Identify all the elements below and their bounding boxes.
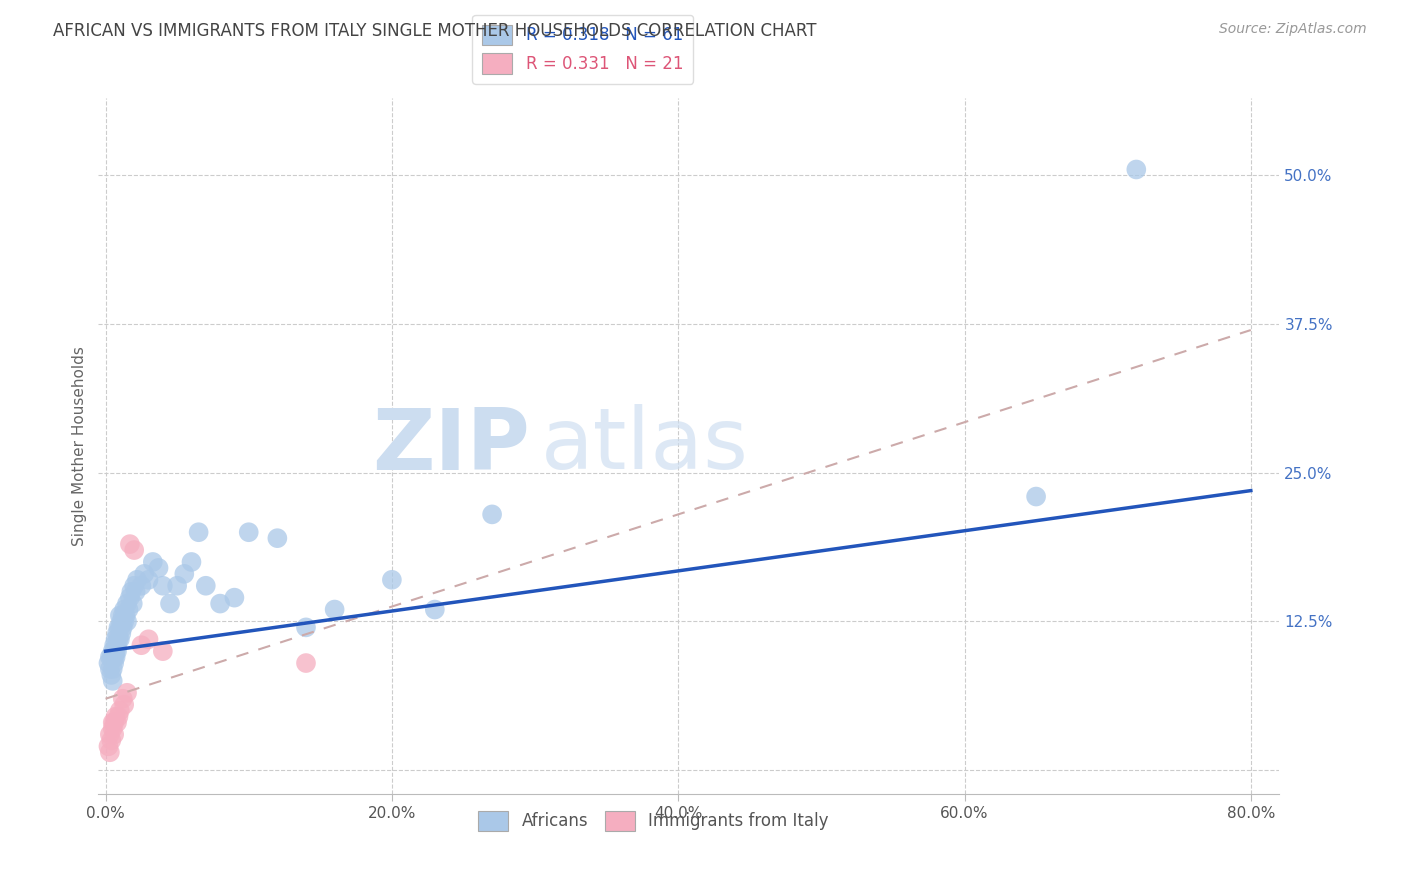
Point bbox=[98, 650, 121, 665]
Point bbox=[97, 656, 120, 670]
Point bbox=[112, 698, 135, 712]
Point bbox=[180, 555, 202, 569]
Point bbox=[481, 508, 503, 522]
Y-axis label: Single Mother Households: Single Mother Households bbox=[72, 346, 87, 546]
Point bbox=[97, 739, 120, 754]
Point bbox=[120, 584, 142, 599]
Point bbox=[108, 704, 131, 718]
Point bbox=[423, 602, 446, 616]
Legend: Africans, Immigrants from Italy: Africans, Immigrants from Italy bbox=[471, 804, 835, 838]
Point bbox=[238, 525, 260, 540]
Point bbox=[194, 579, 217, 593]
Point bbox=[118, 591, 141, 605]
Point bbox=[323, 602, 346, 616]
Point bbox=[98, 727, 121, 741]
Point bbox=[1125, 162, 1147, 177]
Point bbox=[125, 573, 148, 587]
Point bbox=[173, 566, 195, 581]
Point bbox=[295, 656, 318, 670]
Point bbox=[103, 650, 125, 665]
Point bbox=[152, 579, 174, 593]
Point bbox=[114, 608, 136, 623]
Point bbox=[104, 650, 127, 665]
Point bbox=[112, 602, 135, 616]
Point bbox=[122, 579, 145, 593]
Point bbox=[101, 715, 124, 730]
Point bbox=[121, 597, 143, 611]
Point bbox=[122, 543, 145, 558]
Point bbox=[107, 632, 129, 647]
Point bbox=[187, 525, 209, 540]
Point bbox=[103, 656, 125, 670]
Point bbox=[98, 662, 121, 676]
Point bbox=[107, 709, 129, 723]
Point bbox=[98, 745, 121, 759]
Point bbox=[1025, 490, 1047, 504]
Point bbox=[100, 650, 122, 665]
Point bbox=[295, 620, 318, 634]
Point bbox=[100, 668, 122, 682]
Point bbox=[104, 644, 127, 658]
Point bbox=[108, 608, 131, 623]
Point bbox=[105, 638, 128, 652]
Point bbox=[108, 620, 131, 634]
Point bbox=[103, 715, 125, 730]
Point bbox=[138, 632, 160, 647]
Point bbox=[105, 626, 128, 640]
Point bbox=[112, 615, 135, 629]
Point bbox=[115, 686, 138, 700]
Point bbox=[107, 620, 129, 634]
Point bbox=[110, 626, 132, 640]
Point bbox=[138, 573, 160, 587]
Point bbox=[110, 615, 132, 629]
Point bbox=[101, 662, 124, 676]
Point bbox=[152, 644, 174, 658]
Point bbox=[111, 608, 134, 623]
Text: Source: ZipAtlas.com: Source: ZipAtlas.com bbox=[1219, 22, 1367, 37]
Point bbox=[101, 722, 124, 736]
Point bbox=[100, 733, 122, 747]
Point bbox=[108, 632, 131, 647]
Point bbox=[105, 715, 128, 730]
Point bbox=[115, 597, 138, 611]
Point bbox=[101, 644, 124, 658]
Point bbox=[105, 644, 128, 658]
Point bbox=[148, 561, 170, 575]
Point bbox=[115, 615, 138, 629]
Point bbox=[117, 602, 139, 616]
Point bbox=[266, 531, 288, 545]
Point bbox=[103, 727, 125, 741]
Point bbox=[103, 638, 125, 652]
Point bbox=[166, 579, 188, 593]
Point bbox=[134, 566, 156, 581]
Text: ZIP: ZIP bbox=[371, 404, 530, 488]
Text: AFRICAN VS IMMIGRANTS FROM ITALY SINGLE MOTHER HOUSEHOLDS CORRELATION CHART: AFRICAN VS IMMIGRANTS FROM ITALY SINGLE … bbox=[53, 22, 817, 40]
Point bbox=[111, 620, 134, 634]
Point bbox=[131, 638, 153, 652]
Point bbox=[131, 579, 153, 593]
Point bbox=[159, 597, 181, 611]
Point bbox=[111, 691, 134, 706]
Point bbox=[142, 555, 165, 569]
Text: atlas: atlas bbox=[541, 404, 749, 488]
Point bbox=[381, 573, 404, 587]
Point bbox=[209, 597, 232, 611]
Point bbox=[104, 632, 127, 647]
Point bbox=[104, 709, 127, 723]
Point bbox=[101, 673, 124, 688]
Point bbox=[124, 584, 146, 599]
Point bbox=[118, 537, 141, 551]
Point bbox=[224, 591, 246, 605]
